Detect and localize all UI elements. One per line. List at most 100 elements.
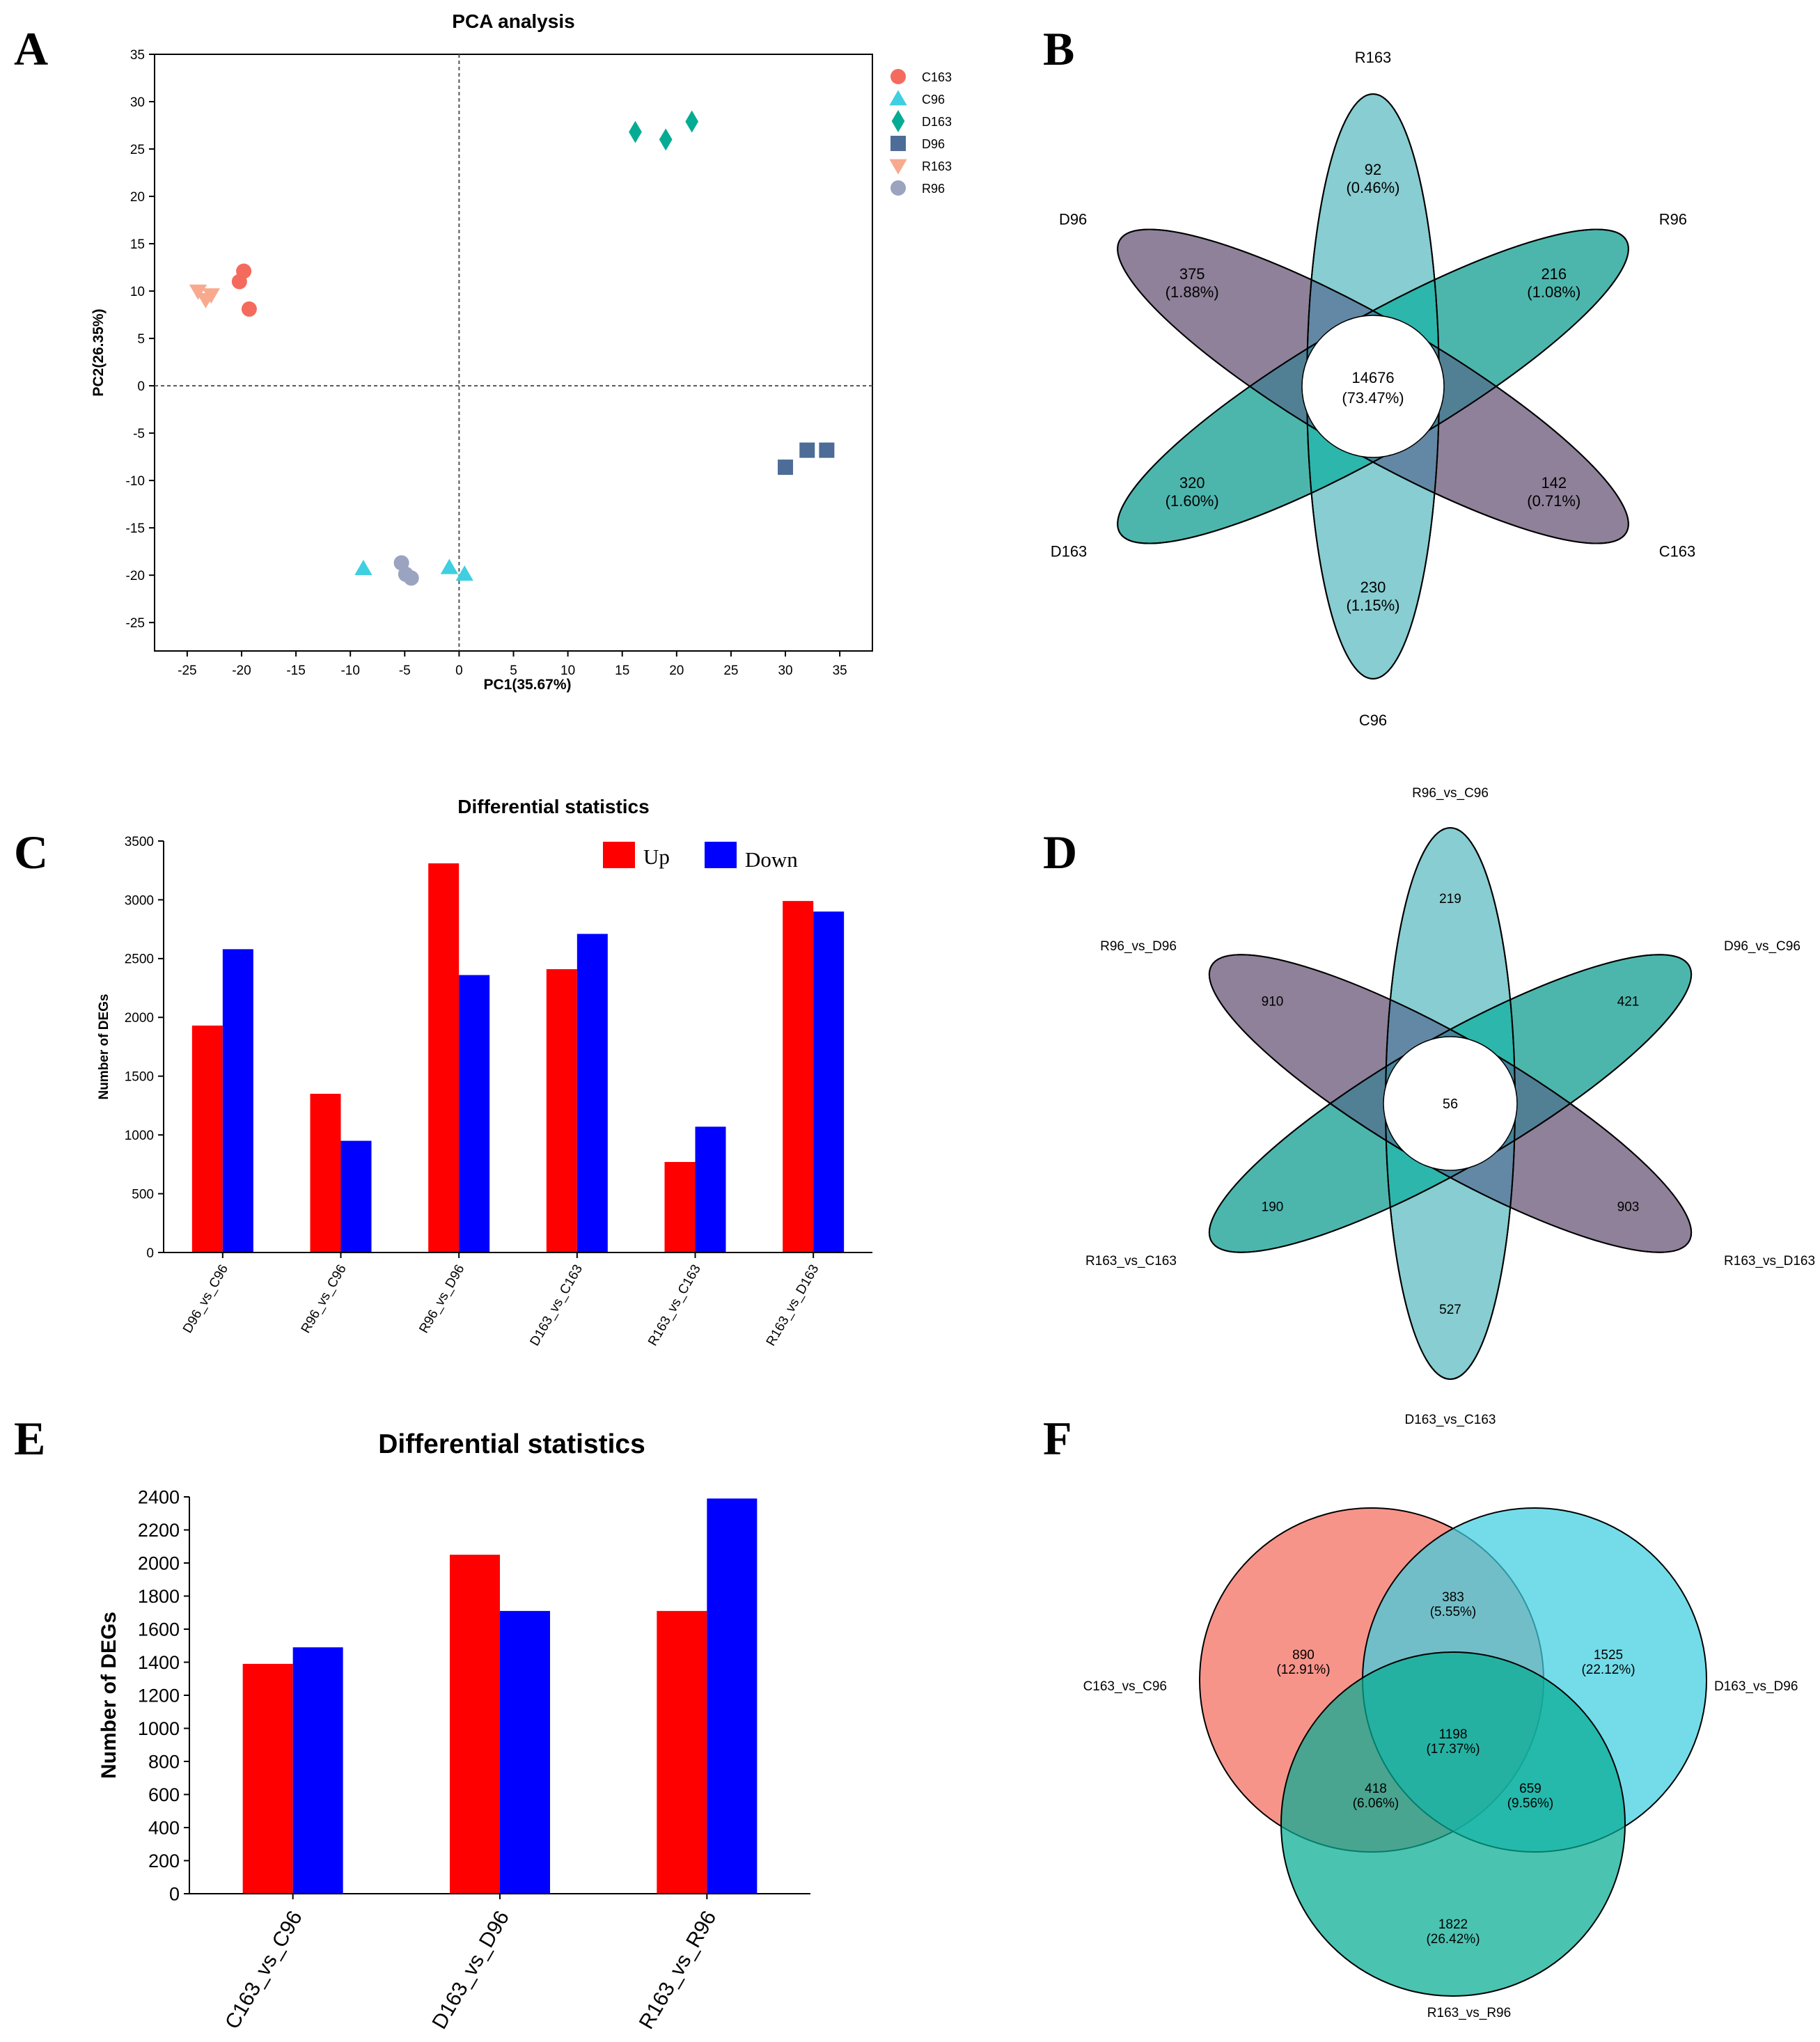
legend-marker-r96 <box>891 180 906 196</box>
y-tick-label: 30 <box>130 95 145 110</box>
legend-marker-d96 <box>891 136 906 151</box>
region-count-c163: 890 <box>1292 1648 1315 1663</box>
y-tick-label: 1600 <box>138 1619 180 1640</box>
bar-up-r96-vs-c96 <box>310 1094 341 1252</box>
region-percent-c163-d163-r163: (17.37%) <box>1426 1742 1480 1757</box>
panel-label-a: A <box>14 22 48 75</box>
category-label: R96_vs_D96 <box>416 1262 467 1336</box>
legend-label-r163: R163 <box>922 159 952 173</box>
petal-count-c96: 230 <box>1360 579 1386 596</box>
category-label: R163_vs_C163 <box>645 1262 704 1349</box>
pca-point-d96 <box>778 460 794 476</box>
bar-y-axis-label: Number of DEGs <box>97 993 111 1099</box>
pca-point-d163 <box>685 110 699 133</box>
set-label-r163-vs-r96: R163_vs_R96 <box>1427 2006 1511 2020</box>
bar-chart-title: Differential statistics <box>457 796 649 817</box>
legend-marker-r163 <box>889 159 907 175</box>
bar-down-c163-vs-c96 <box>292 1647 343 1894</box>
panel-label-e: E <box>14 1412 45 1465</box>
panel-c: C Differential statistics D96_vs_C96 R96_vs… <box>14 796 872 1349</box>
panel-label-b: B <box>1043 22 1074 75</box>
legend-swatch-up <box>603 842 635 868</box>
petal-count-r163-vs-c163: 190 <box>1262 1200 1284 1215</box>
y-tick-label: 1000 <box>138 1718 180 1739</box>
y-tick-label: 2000 <box>125 1011 154 1026</box>
petal-count-d163-vs-c163: 527 <box>1439 1303 1461 1317</box>
y-tick-label: 2400 <box>138 1487 180 1508</box>
panel-a: A PCA analysis -25 -20 -15 -10 -5 0 5 10 15 20 25 30 3… <box>14 10 952 693</box>
set-label-d163-vs-d96: D163_vs_D96 <box>1714 1679 1798 1694</box>
region-percent-c163-d163: (5.55%) <box>1430 1605 1477 1619</box>
petal-count-r163: 92 <box>1365 161 1381 178</box>
region-percent-c163: (12.91%) <box>1276 1663 1330 1677</box>
center-count: 56 <box>1443 1097 1458 1112</box>
pca-point-r96 <box>403 570 419 586</box>
petal-name-d96: D96 <box>1059 211 1087 228</box>
bar-up-c163-vs-c96 <box>242 1663 293 1894</box>
x-tick-label: -5 <box>399 663 411 678</box>
petal-count-d163: 320 <box>1179 474 1205 492</box>
y-tick-label: 800 <box>148 1752 180 1773</box>
pca-point-r163 <box>202 288 220 304</box>
petal-percent-r96: (1.08%) <box>1527 283 1580 301</box>
bar-chart-title: Differential statistics <box>378 1429 645 1459</box>
legend-label-c163: C163 <box>922 70 952 84</box>
region-count-d163: 1525 <box>1594 1648 1623 1663</box>
petal-name-r163-vs-d163: R163_vs_D163 <box>1724 1254 1815 1269</box>
x-tick-label: 5 <box>510 663 517 678</box>
y-tick-label: 1000 <box>125 1129 154 1143</box>
petal-name-c96: C96 <box>1359 712 1387 729</box>
petal-percent-r163: (0.46%) <box>1346 179 1399 196</box>
y-tick-label: 3000 <box>125 893 154 908</box>
x-tick-label: -20 <box>232 663 251 678</box>
pca-point-c163 <box>231 274 247 290</box>
x-tick-label: 25 <box>723 663 738 678</box>
y-tick-label: 0 <box>169 1884 180 1905</box>
center-region <box>1383 1036 1518 1171</box>
y-tick-label: 25 <box>130 143 145 157</box>
petal-name-r96: R96 <box>1659 211 1687 228</box>
petal-percent-c163: (0.71%) <box>1527 492 1580 510</box>
set-label-c163-vs-c96: C163_vs_C96 <box>1083 1679 1167 1694</box>
category-label: D96_vs_C96 <box>180 1262 231 1336</box>
pca-title: PCA analysis <box>452 10 574 32</box>
bar-down-r163-vs-r96 <box>707 1498 758 1894</box>
y-tick-label: 3500 <box>125 835 154 849</box>
legend-marker-c96 <box>889 90 907 106</box>
petal-count-r96: 216 <box>1541 265 1567 283</box>
y-tick-label: 0 <box>137 379 145 394</box>
y-tick-label: 1500 <box>125 1070 154 1085</box>
pca-x-axis-label: PC1(35.67%) <box>483 677 571 693</box>
y-tick-label: -15 <box>126 521 145 536</box>
x-tick-label: -15 <box>286 663 305 678</box>
pca-point-c96 <box>354 560 372 576</box>
petal-percent-d163: (1.60%) <box>1166 492 1219 510</box>
bar-down-d163-vs-c163 <box>576 934 608 1252</box>
bar-down-d163-vs-d96 <box>500 1610 550 1894</box>
panel-b: B 14676 (73.47%) 92(0.46%) R163 216(1.08%) R96… <box>1043 22 1695 729</box>
center-percent: (73.47%) <box>1342 389 1404 407</box>
pca-point-d96 <box>819 442 835 458</box>
x-tick-label: 35 <box>833 663 847 678</box>
region-count-c163-d163: 383 <box>1442 1590 1464 1605</box>
region-count-d163-r163: 659 <box>1519 1782 1541 1796</box>
y-tick-label: 20 <box>130 190 145 205</box>
y-tick-label: 200 <box>148 1851 180 1871</box>
petal-name-c163: C163 <box>1659 543 1696 560</box>
category-label: R163_vs_D163 <box>764 1262 822 1349</box>
petal-count-d96: 375 <box>1179 265 1205 283</box>
x-tick-label: 15 <box>615 663 629 678</box>
pca-point-d96 <box>799 442 815 458</box>
region-percent-d163: (22.12%) <box>1581 1663 1635 1677</box>
bar-up-d163-vs-c163 <box>546 969 577 1252</box>
x-tick-label: -10 <box>340 663 359 678</box>
legend-label-d96: D96 <box>922 137 945 151</box>
panel-f: F C163_vs_C96 D163_vs_D96 R163_vs_R96 890(12… <box>1043 1412 1798 2020</box>
y-tick-label: 1200 <box>138 1686 180 1706</box>
pca-point-d163 <box>629 120 642 143</box>
region-count-r163: 1822 <box>1438 1917 1468 1932</box>
y-tick-label: 5 <box>137 332 145 347</box>
petal-name-r163-vs-c163: R163_vs_C163 <box>1085 1254 1177 1269</box>
y-tick-label: 35 <box>130 48 145 63</box>
